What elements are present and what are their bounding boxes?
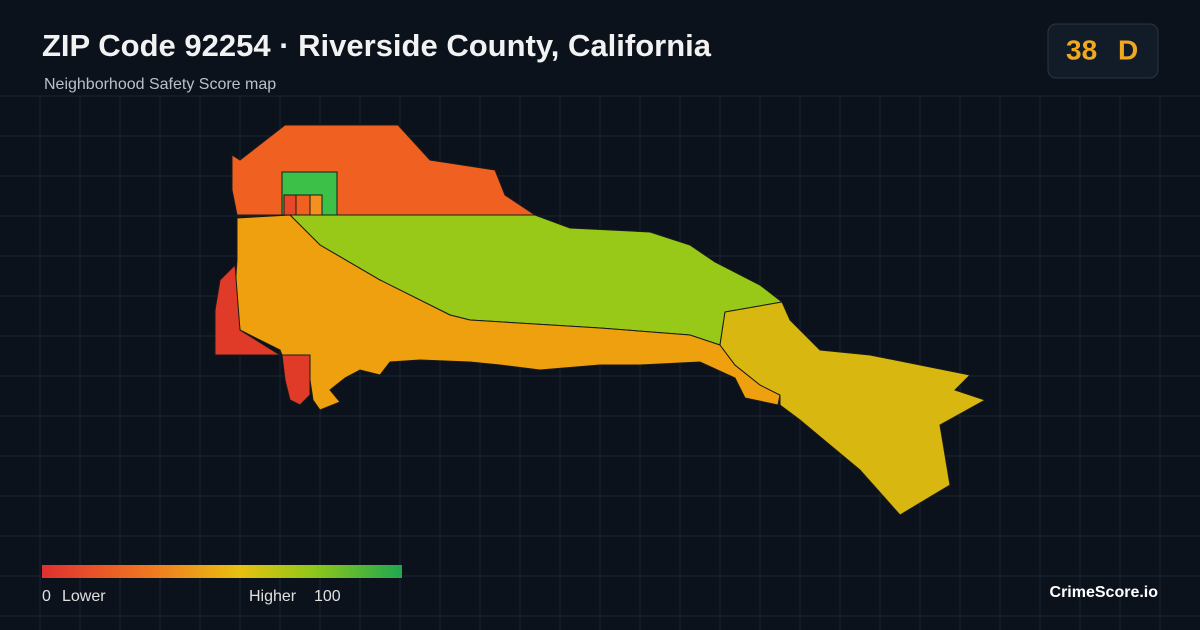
legend-max: 100 — [314, 588, 341, 605]
map-region — [295, 194, 311, 216]
map — [214, 124, 987, 516]
score-value: 38 — [1066, 34, 1097, 65]
legend-min-label: Lower — [62, 588, 106, 605]
score-badge — [1047, 23, 1159, 79]
title: ZIP Code 92254 · Riverside County, Calif… — [42, 28, 712, 63]
map-region — [283, 194, 297, 216]
map-region — [214, 263, 282, 356]
map-region — [719, 301, 987, 516]
legend-min: 0 — [42, 588, 51, 605]
legend-bar — [42, 565, 402, 578]
map-region — [309, 194, 323, 216]
score-grade: D — [1118, 34, 1138, 65]
brand: CrimeScore.io — [1050, 584, 1159, 601]
legend-max-label: Higher — [249, 588, 297, 605]
subtitle: Neighborhood Safety Score map — [44, 76, 276, 93]
map-region — [281, 354, 311, 406]
